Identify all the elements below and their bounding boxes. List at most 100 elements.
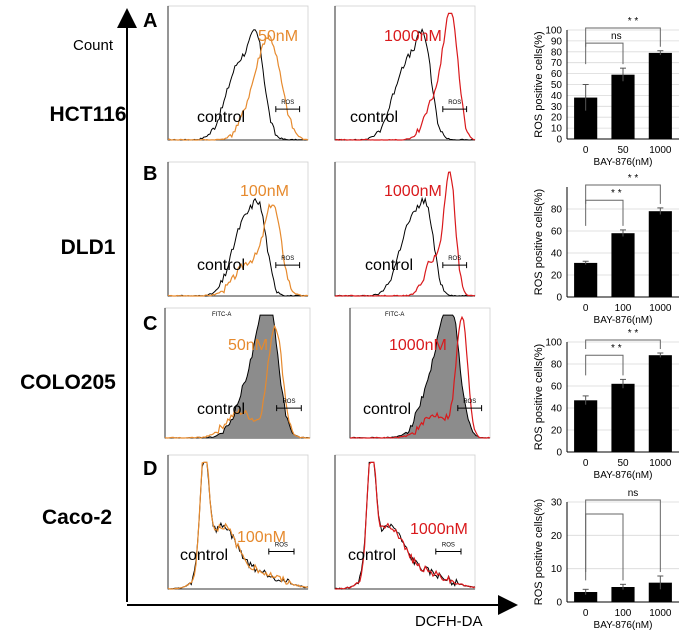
flow-histogram-caco2-high: ROS — [334, 454, 476, 590]
y-tick-label: 20 — [551, 426, 563, 437]
histogram-axes — [167, 455, 308, 590]
y-tick-label: 90 — [551, 36, 563, 47]
y-tick-label: 30 — [551, 102, 563, 113]
control-histogram-line — [334, 196, 476, 297]
bar — [611, 587, 635, 602]
ros-gate-label: ROS — [442, 542, 455, 548]
control-filled-area — [350, 315, 490, 438]
significance-bracket — [585, 513, 624, 581]
dose-label-colo205-low: 50nM — [228, 337, 268, 354]
control-filled-area — [165, 315, 310, 438]
panel-letter-b: B — [143, 163, 157, 185]
bar — [574, 592, 598, 602]
ros-gate-marker — [457, 405, 483, 412]
y-tick-label: 80 — [551, 47, 563, 58]
control-label-hct116-low: control — [197, 109, 245, 126]
dose-label-colo205-high: 1000nM — [389, 337, 447, 354]
control-label-hct116-high: control — [350, 109, 398, 126]
control-label-dld1-high: control — [365, 257, 413, 274]
significance-bracket — [585, 42, 624, 65]
treated-histogram-line — [164, 324, 310, 439]
significance-bracket — [585, 27, 661, 47]
treated-histogram-line — [334, 12, 476, 141]
y-tick-label: 20 — [551, 531, 563, 542]
y-axis-title: ROS positive cells(%) — [533, 344, 545, 450]
x-axis-title: BAY-876(nM) — [594, 620, 653, 631]
bar — [648, 52, 672, 139]
flow-histogram-colo205-low: ROS — [164, 307, 311, 439]
flow-histogram-colo205-high: ROS — [349, 307, 491, 439]
y-tick-label: 60 — [551, 69, 563, 80]
control-histogram-line — [334, 461, 476, 590]
y-tick-label: 10 — [551, 124, 563, 135]
panel-letter-d: D — [143, 458, 157, 480]
bar — [574, 97, 598, 139]
x-tick-label: 100 — [615, 608, 632, 619]
control-histogram-line — [167, 461, 309, 590]
cell-line-label-caco2: Caco-2 — [42, 506, 112, 529]
y-axis-title: ROS positive cells(%) — [533, 189, 545, 295]
ros-gate-label: ROS — [275, 542, 288, 548]
x-tick-label: 100 — [615, 303, 632, 314]
y-tick-label: 80 — [551, 360, 563, 371]
significance-bracket — [585, 184, 661, 204]
x-tick-label: 0 — [583, 458, 589, 469]
fitc-label-colo205-low: FITC-A — [212, 312, 231, 318]
x-axis-title: BAY-876(nM) — [594, 315, 653, 326]
flow-histogram-dld1-low: ROS — [167, 161, 309, 297]
y-tick-label: 80 — [551, 205, 563, 216]
flow-histogram-hct116-high: ROS — [334, 5, 476, 141]
y-tick-label: 40 — [551, 404, 563, 415]
treated-histogram-line — [334, 461, 476, 590]
y-tick-label: 70 — [551, 58, 563, 69]
bar — [574, 400, 598, 452]
y-tick-label: 30 — [551, 498, 563, 509]
control-label-dld1-low: control — [197, 257, 245, 274]
y-tick-label: 100 — [545, 26, 562, 37]
flow-histogram-dld1-high: ROS — [334, 161, 476, 297]
y-tick-label: 40 — [551, 91, 563, 102]
dose-label-hct116-low: 50nM — [258, 28, 298, 45]
x-tick-label: 50 — [617, 145, 629, 156]
control-label-colo205-low: control — [197, 401, 245, 418]
control-label-caco2-low: control — [180, 547, 228, 564]
ros-gate-label: ROS — [463, 399, 476, 405]
y-tick-label: 20 — [551, 113, 563, 124]
flow-histogram-caco2-low: ROS — [167, 454, 309, 590]
y-tick-label: 50 — [551, 80, 563, 91]
significance-bracket — [585, 339, 661, 349]
significance-label: * * — [611, 343, 622, 354]
y-tick-label: 60 — [551, 382, 563, 393]
panel-letter-c: C — [143, 313, 157, 335]
x-axis-label: DCFH-DA — [415, 613, 483, 630]
treated-histogram-line — [167, 34, 309, 141]
treated-histogram-line — [167, 461, 309, 590]
y-axis-title: ROS positive cells(%) — [533, 31, 545, 137]
dose-label-hct116-high: 1000nM — [384, 28, 442, 45]
x-tick-label: 1000 — [649, 608, 672, 619]
y-tick-label: 60 — [551, 227, 563, 238]
treated-histogram-line — [350, 315, 491, 439]
ros-gate-label: ROS — [281, 100, 294, 106]
ros-gate-marker — [275, 262, 301, 269]
dose-label-caco2-low: 100nM — [237, 529, 286, 546]
significance-label: ns — [628, 488, 639, 499]
x-tick-label: 50 — [617, 458, 629, 469]
ros-gate-label: ROS — [282, 399, 295, 405]
significance-label: * * — [628, 328, 639, 339]
x-axis-title: BAY-876(nM) — [594, 470, 653, 481]
bar — [648, 211, 672, 297]
y-tick-label: 0 — [556, 293, 562, 304]
control-histogram-line — [167, 197, 309, 297]
y-tick-label: 0 — [556, 598, 562, 609]
significance-bracket — [585, 199, 624, 226]
flow-histogram-hct116-low: ROS — [167, 5, 309, 141]
ros-gate-label: ROS — [281, 256, 294, 262]
histogram-frame — [167, 454, 309, 590]
bar — [648, 582, 672, 602]
